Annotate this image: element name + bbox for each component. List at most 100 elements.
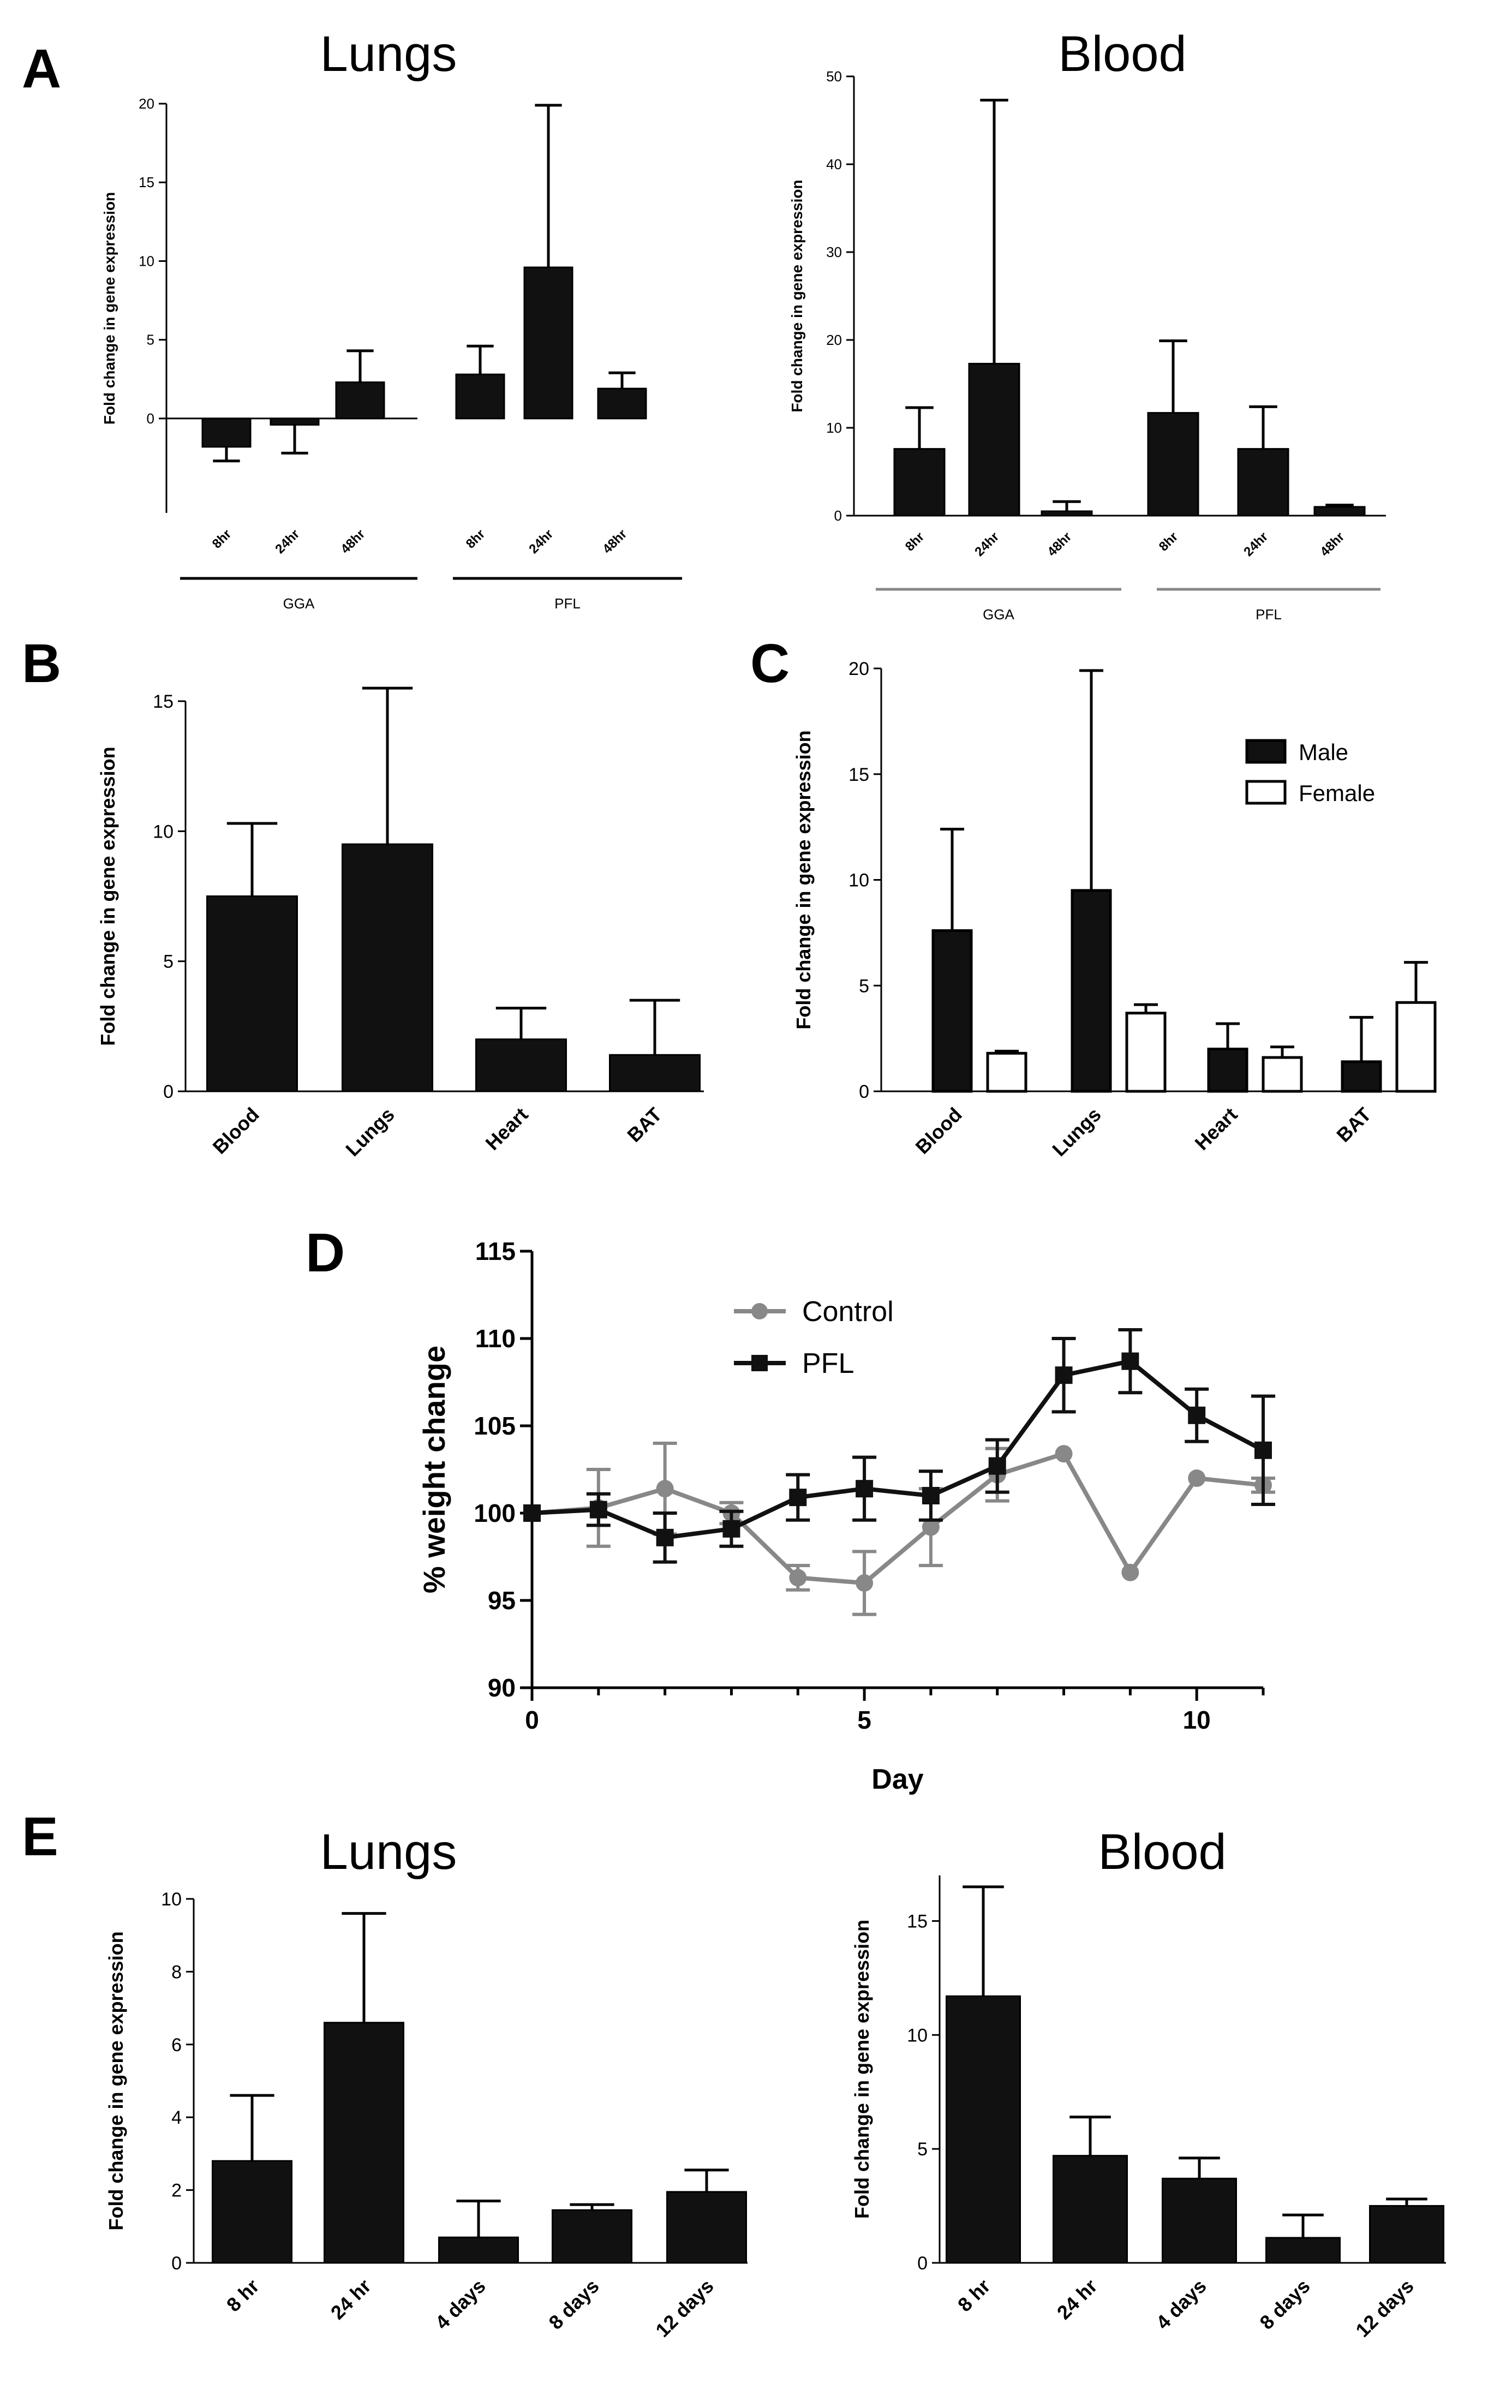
chart-e1-bar-1 — [324, 2022, 404, 2264]
chart-b-bar-1 — [342, 843, 433, 1092]
chart-a1-bar-1 — [270, 417, 320, 426]
chart-c-y-tick-label-0: 0 — [859, 1081, 869, 1102]
chart-d-legend-label-pfl: PFL — [802, 1348, 854, 1379]
chart-a2-group-label-0: GGA — [983, 606, 1014, 623]
chart-e1-x-tick-label-1: 24 hr — [326, 2275, 375, 2324]
panel-letter-d: D — [306, 1222, 345, 1283]
panel-letter-c-text: C — [750, 633, 790, 694]
chart-c-y-tick-label-1: 5 — [859, 976, 869, 996]
chart-b-bar-3 — [609, 1054, 701, 1092]
chart-c-bar-female-2 — [1262, 1056, 1303, 1093]
chart-d-series-pfl — [523, 1328, 1275, 1564]
chart-a1-group-label-0: GGA — [283, 595, 315, 612]
chart-b-y-tick-label-3: 15 — [153, 691, 174, 712]
chart-c-legend-swatch-male — [1245, 739, 1287, 764]
chart-d-series-pfl-point-8 — [1055, 1366, 1073, 1384]
chart-a1-y-tick-label-3: 15 — [139, 174, 154, 190]
chart-c-bar-female-1 — [1125, 1012, 1167, 1093]
panel-letter-a: A — [22, 38, 61, 99]
chart-e2-bar-2 — [1162, 2177, 1237, 2264]
chart-a2-group-label-1: PFL — [1256, 606, 1282, 623]
chart-b-y-tick-label-2: 10 — [153, 821, 174, 842]
chart-a2-y-tick-label-0: 0 — [834, 507, 842, 524]
chart-e1-y-label: Fold change in gene expression — [105, 1931, 127, 2230]
chart-c-y-tick-label-4: 20 — [848, 659, 869, 679]
chart-d-legend-label-control: Control — [802, 1296, 894, 1328]
chart-e1-y-tick-label-3: 6 — [171, 2035, 182, 2056]
chart-a1-x-tick-label-4: 24hr — [526, 527, 556, 557]
chart-e1-y-tick-label-5: 10 — [161, 1889, 182, 1910]
chart-b-y-tick-label-1: 5 — [163, 952, 174, 972]
chart-e1-y-tick-label-0: 0 — [171, 2253, 182, 2274]
chart-b: 0 5 10 15 Fold change in gene expression Bloo… — [97, 686, 704, 1161]
chart-a2-x-tick-label-2: 48hr — [1044, 529, 1074, 559]
chart-d-series-control-point-8 — [1055, 1445, 1073, 1463]
chart-d-x-label: Day — [871, 1764, 923, 1795]
chart-a1-group-label-1: PFL — [554, 595, 581, 612]
chart-a2-bar-3 — [1147, 412, 1199, 517]
chart-a1-y-tick-label-1: 5 — [147, 332, 154, 348]
chart-e1-x-tick-label-3: 8 days — [544, 2275, 603, 2334]
chart-d-legend-marker-control — [751, 1303, 768, 1319]
chart-a2-x-tick-label-1: 24hr — [972, 529, 1002, 559]
chart-a1-bar-4 — [523, 266, 573, 420]
chart-a1-x-tick-label-3: 8hr — [463, 527, 488, 552]
panel-letter-b: B — [22, 633, 61, 694]
chart-e2-bar-0 — [946, 1995, 1021, 2264]
chart-c-bar-male-0 — [931, 929, 973, 1093]
chart-d-series-pfl-point-3 — [722, 1520, 740, 1538]
chart-a1-bar-5 — [597, 387, 647, 420]
chart-e2-title: Blood — [1098, 1824, 1226, 1880]
chart-d-y-tick-label-5: 115 — [475, 1237, 516, 1265]
chart-a1-y-tick-label-2: 10 — [139, 253, 154, 269]
chart-d-series-control-point-6 — [922, 1518, 940, 1536]
chart-b-x-tick-label-3: BAT — [623, 1103, 666, 1146]
chart-a2-bar-0 — [893, 448, 946, 517]
chart-c-x-tick-label-2: Heart — [1191, 1103, 1242, 1155]
chart-a2-y-tick-label-4: 40 — [826, 156, 842, 172]
chart-d-x-tick-label-1: 5 — [857, 1706, 871, 1734]
chart-c-x-tick-label-3: BAT — [1332, 1103, 1375, 1146]
chart-a2-bar-2 — [1041, 510, 1093, 517]
chart-e1-title: Lungs — [320, 1824, 457, 1880]
chart-a1-y-tick-label-0: 0 — [147, 410, 154, 427]
chart-a1-x-tick-label-1: 24hr — [272, 527, 302, 557]
chart-d-series-pfl-point-7 — [988, 1457, 1006, 1475]
chart-d-series-pfl-point-9 — [1121, 1352, 1139, 1370]
chart-b-bar-2 — [475, 1038, 567, 1092]
chart-a1-x-tick-label-2: 48hr — [338, 527, 368, 557]
chart-e1-bar-3 — [552, 2209, 632, 2264]
chart-e1-y-tick-label-2: 4 — [171, 2107, 182, 2128]
chart-d-y-tick-label-1: 95 — [488, 1586, 516, 1615]
chart-c-y-label: Fold change in gene expression — [792, 730, 815, 1029]
chart-c-y-tick-label-3: 15 — [848, 764, 869, 785]
chart-e2-x-tick-label-2: 4 days — [1151, 2275, 1210, 2334]
chart-c-legend-label-female: Female — [1299, 780, 1375, 806]
chart-e1-bar-0 — [212, 2160, 292, 2264]
chart-c-bar-male-3 — [1341, 1060, 1382, 1093]
chart-a2-bar-4 — [1237, 448, 1289, 517]
chart-c-bar-female-3 — [1395, 1001, 1437, 1093]
chart-e2-x-tick-label-1: 24 hr — [1053, 2275, 1102, 2324]
chart-c-x-tick-label-0: Blood — [911, 1103, 966, 1158]
chart-a1-bar-0 — [201, 417, 252, 448]
chart-d: 90 95 100 105 110 115 0 5 10 Day % weight change Co… — [417, 1237, 1275, 1795]
chart-d-x-tick-label-0: 0 — [525, 1706, 539, 1734]
chart-d-series-pfl-point-11 — [1254, 1441, 1272, 1459]
chart-c-legend-swatch-female — [1245, 780, 1287, 805]
chart-a1-y-label: Fold change in gene expression — [101, 192, 118, 425]
chart-c-x-tick-label-1: Lungs — [1048, 1103, 1105, 1161]
panel-letter-e-text: E — [22, 1806, 58, 1867]
chart-a2-bar-1 — [968, 362, 1020, 517]
chart-e1-y-tick-label-4: 8 — [171, 1962, 182, 1982]
chart-e1-bar-2 — [438, 2236, 519, 2264]
chart-d-series-control-point-4 — [789, 1569, 807, 1587]
chart-d-series-control-line — [531, 1451, 1264, 1586]
chart-d-series-control — [523, 1442, 1275, 1616]
chart-c-legend-label-male: Male — [1299, 739, 1348, 765]
chart-e1-x-tick-label-4: 12 days — [651, 2275, 718, 2341]
chart-a1-title: Lungs — [320, 26, 457, 82]
chart-e1-x-tick-label-2: 4 days — [431, 2275, 489, 2334]
chart-c-y-tick-label-2: 10 — [848, 870, 869, 891]
chart-e2-y-tick-label-1: 5 — [917, 2139, 928, 2160]
